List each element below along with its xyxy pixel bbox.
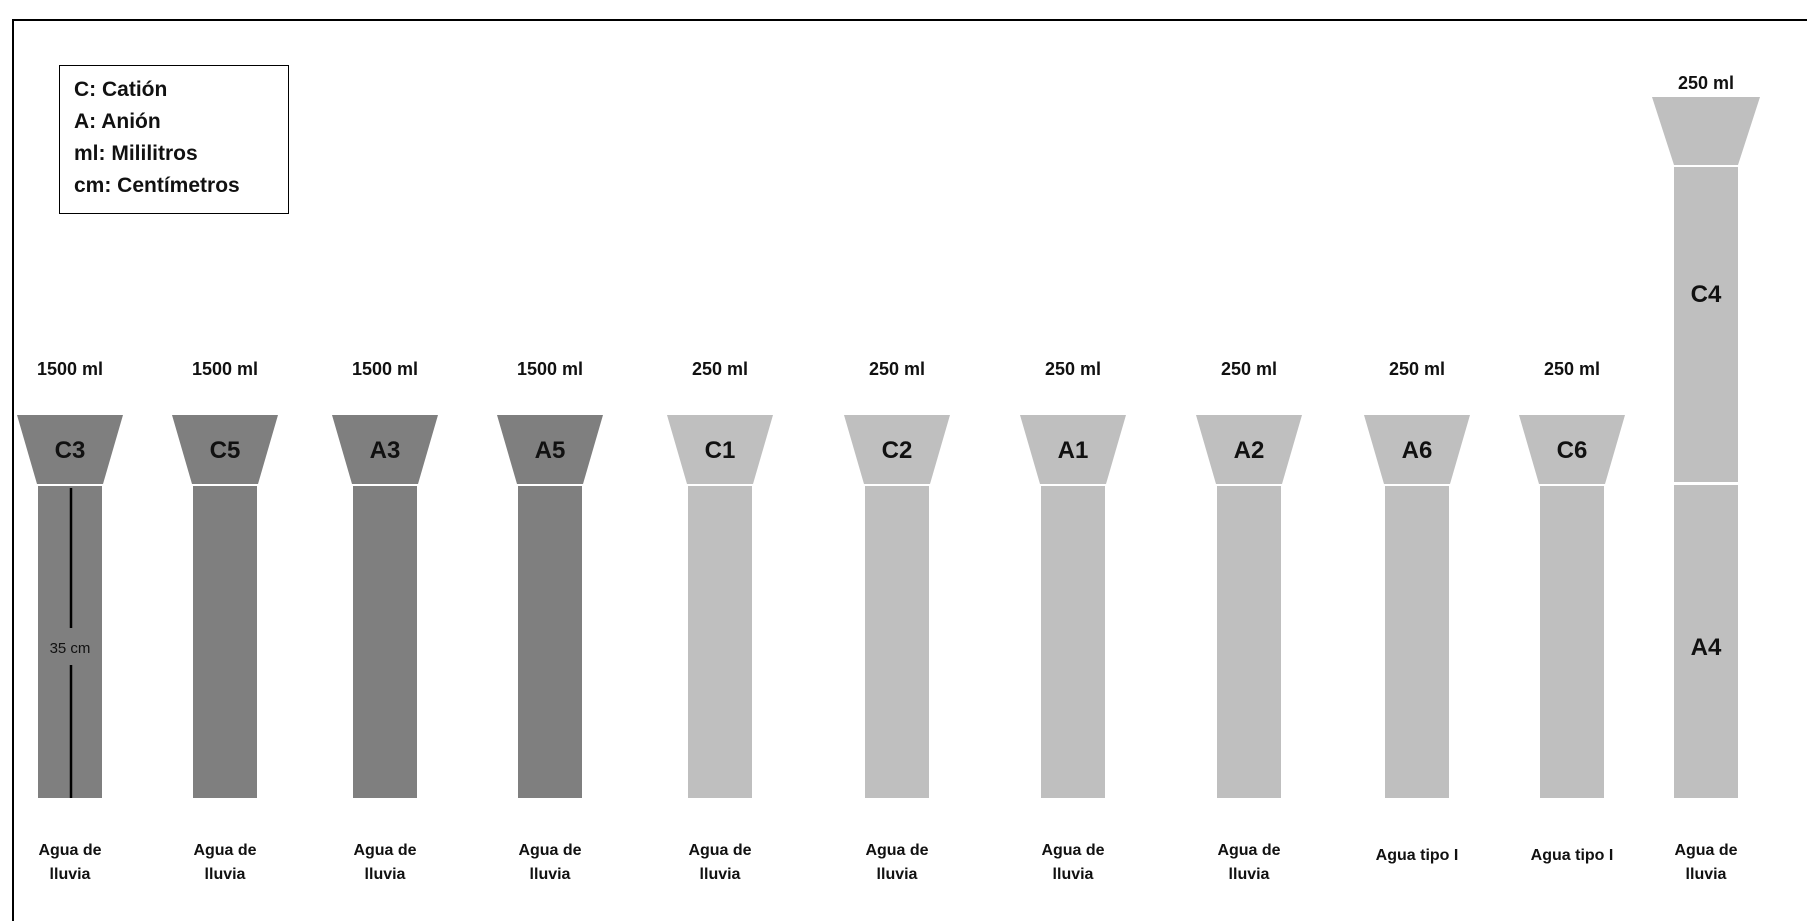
column-body-c5 xyxy=(193,486,257,798)
column-label-c1: C1 xyxy=(705,437,736,464)
water-label-tall-2: lluvia xyxy=(1686,866,1727,883)
column-label-a3: A3 xyxy=(370,437,401,464)
funnel-c3 xyxy=(17,415,123,484)
funnel-a1 xyxy=(1020,415,1126,484)
column-label-c2: C2 xyxy=(882,437,913,464)
funnel-tall xyxy=(1652,97,1760,165)
water-label-a3-1: Agua de xyxy=(353,842,416,859)
column-body-a5 xyxy=(518,486,582,798)
legend-item-centimeters: cm: Centímetros xyxy=(74,174,240,197)
water-label-a1-2: lluvia xyxy=(1053,866,1094,883)
water-label-a6-1: Agua tipo I xyxy=(1376,847,1459,864)
water-label-a5-2: lluvia xyxy=(530,866,571,883)
water-label-c1-2: lluvia xyxy=(700,866,741,883)
water-label-c5-2: lluvia xyxy=(205,866,246,883)
column-label-c4: C4 xyxy=(1691,281,1722,308)
water-label-c2-2: lluvia xyxy=(877,866,918,883)
legend-item-cation: C: Catión xyxy=(74,78,168,101)
volume-label-c2: 250 ml xyxy=(869,359,925,379)
column-label-c6: C6 xyxy=(1557,437,1588,464)
funnel-c5 xyxy=(172,415,278,484)
column-body-a4 xyxy=(1674,485,1738,798)
column-body-a3 xyxy=(353,486,417,798)
funnel-a2 xyxy=(1196,415,1302,484)
column-body-c6 xyxy=(1540,486,1604,798)
volume-label-a2: 250 ml xyxy=(1221,359,1277,379)
funnel-c1 xyxy=(667,415,773,484)
water-label-a5-1: Agua de xyxy=(518,842,581,859)
volume-label-a1: 250 ml xyxy=(1045,359,1101,379)
column-label-c5: C5 xyxy=(210,437,241,464)
water-label-c2-1: Agua de xyxy=(865,842,928,859)
funnel-a6 xyxy=(1364,415,1470,484)
column-body-c4 xyxy=(1674,167,1738,482)
water-label-a1-1: Agua de xyxy=(1041,842,1104,859)
column-body-a2 xyxy=(1217,486,1281,798)
funnel-a5 xyxy=(497,415,603,484)
funnel-c6 xyxy=(1519,415,1625,484)
water-label-c3-1: Agua de xyxy=(38,842,101,859)
column-body-c1 xyxy=(688,486,752,798)
funnel-a3 xyxy=(332,415,438,484)
column-body-c2 xyxy=(865,486,929,798)
figure-frame xyxy=(12,19,1807,921)
volume-label-a6: 250 ml xyxy=(1389,359,1445,379)
water-label-a3-2: lluvia xyxy=(365,866,406,883)
column-label-a1: A1 xyxy=(1058,437,1089,464)
volume-label-c5: 1500 ml xyxy=(192,359,258,379)
column-body-a6 xyxy=(1385,486,1449,798)
water-label-c6-1: Agua tipo I xyxy=(1531,847,1614,864)
legend-item-anion: A: Anión xyxy=(74,110,161,133)
water-label-c5-1: Agua de xyxy=(193,842,256,859)
volume-label-c3: 1500 ml xyxy=(37,359,103,379)
volume-label-a5: 1500 ml xyxy=(517,359,583,379)
volume-label-tall: 250 ml xyxy=(1678,73,1734,93)
legend-item-milliliters: ml: Mililitros xyxy=(74,142,198,165)
column-body-a1 xyxy=(1041,486,1105,798)
column-label-a6: A6 xyxy=(1402,437,1433,464)
water-label-c1-1: Agua de xyxy=(688,842,751,859)
water-label-tall-1: Agua de xyxy=(1674,842,1737,859)
funnel-c2 xyxy=(844,415,950,484)
volume-label-c1: 250 ml xyxy=(692,359,748,379)
column-label-a4: A4 xyxy=(1691,634,1722,661)
column-label-a2: A2 xyxy=(1234,437,1265,464)
volume-label-a3: 1500 ml xyxy=(352,359,418,379)
column-label-c3: C3 xyxy=(55,437,86,464)
volume-label-c6: 250 ml xyxy=(1544,359,1600,379)
legend-box: C: Catión A: Anión ml: Mililitros cm: Ce… xyxy=(59,65,289,214)
dimension-label: 35 cm xyxy=(50,640,91,657)
water-label-a2-1: Agua de xyxy=(1217,842,1280,859)
column-label-a5: A5 xyxy=(535,437,566,464)
water-label-a2-2: lluvia xyxy=(1229,866,1270,883)
water-label-c3-2: lluvia xyxy=(50,866,91,883)
